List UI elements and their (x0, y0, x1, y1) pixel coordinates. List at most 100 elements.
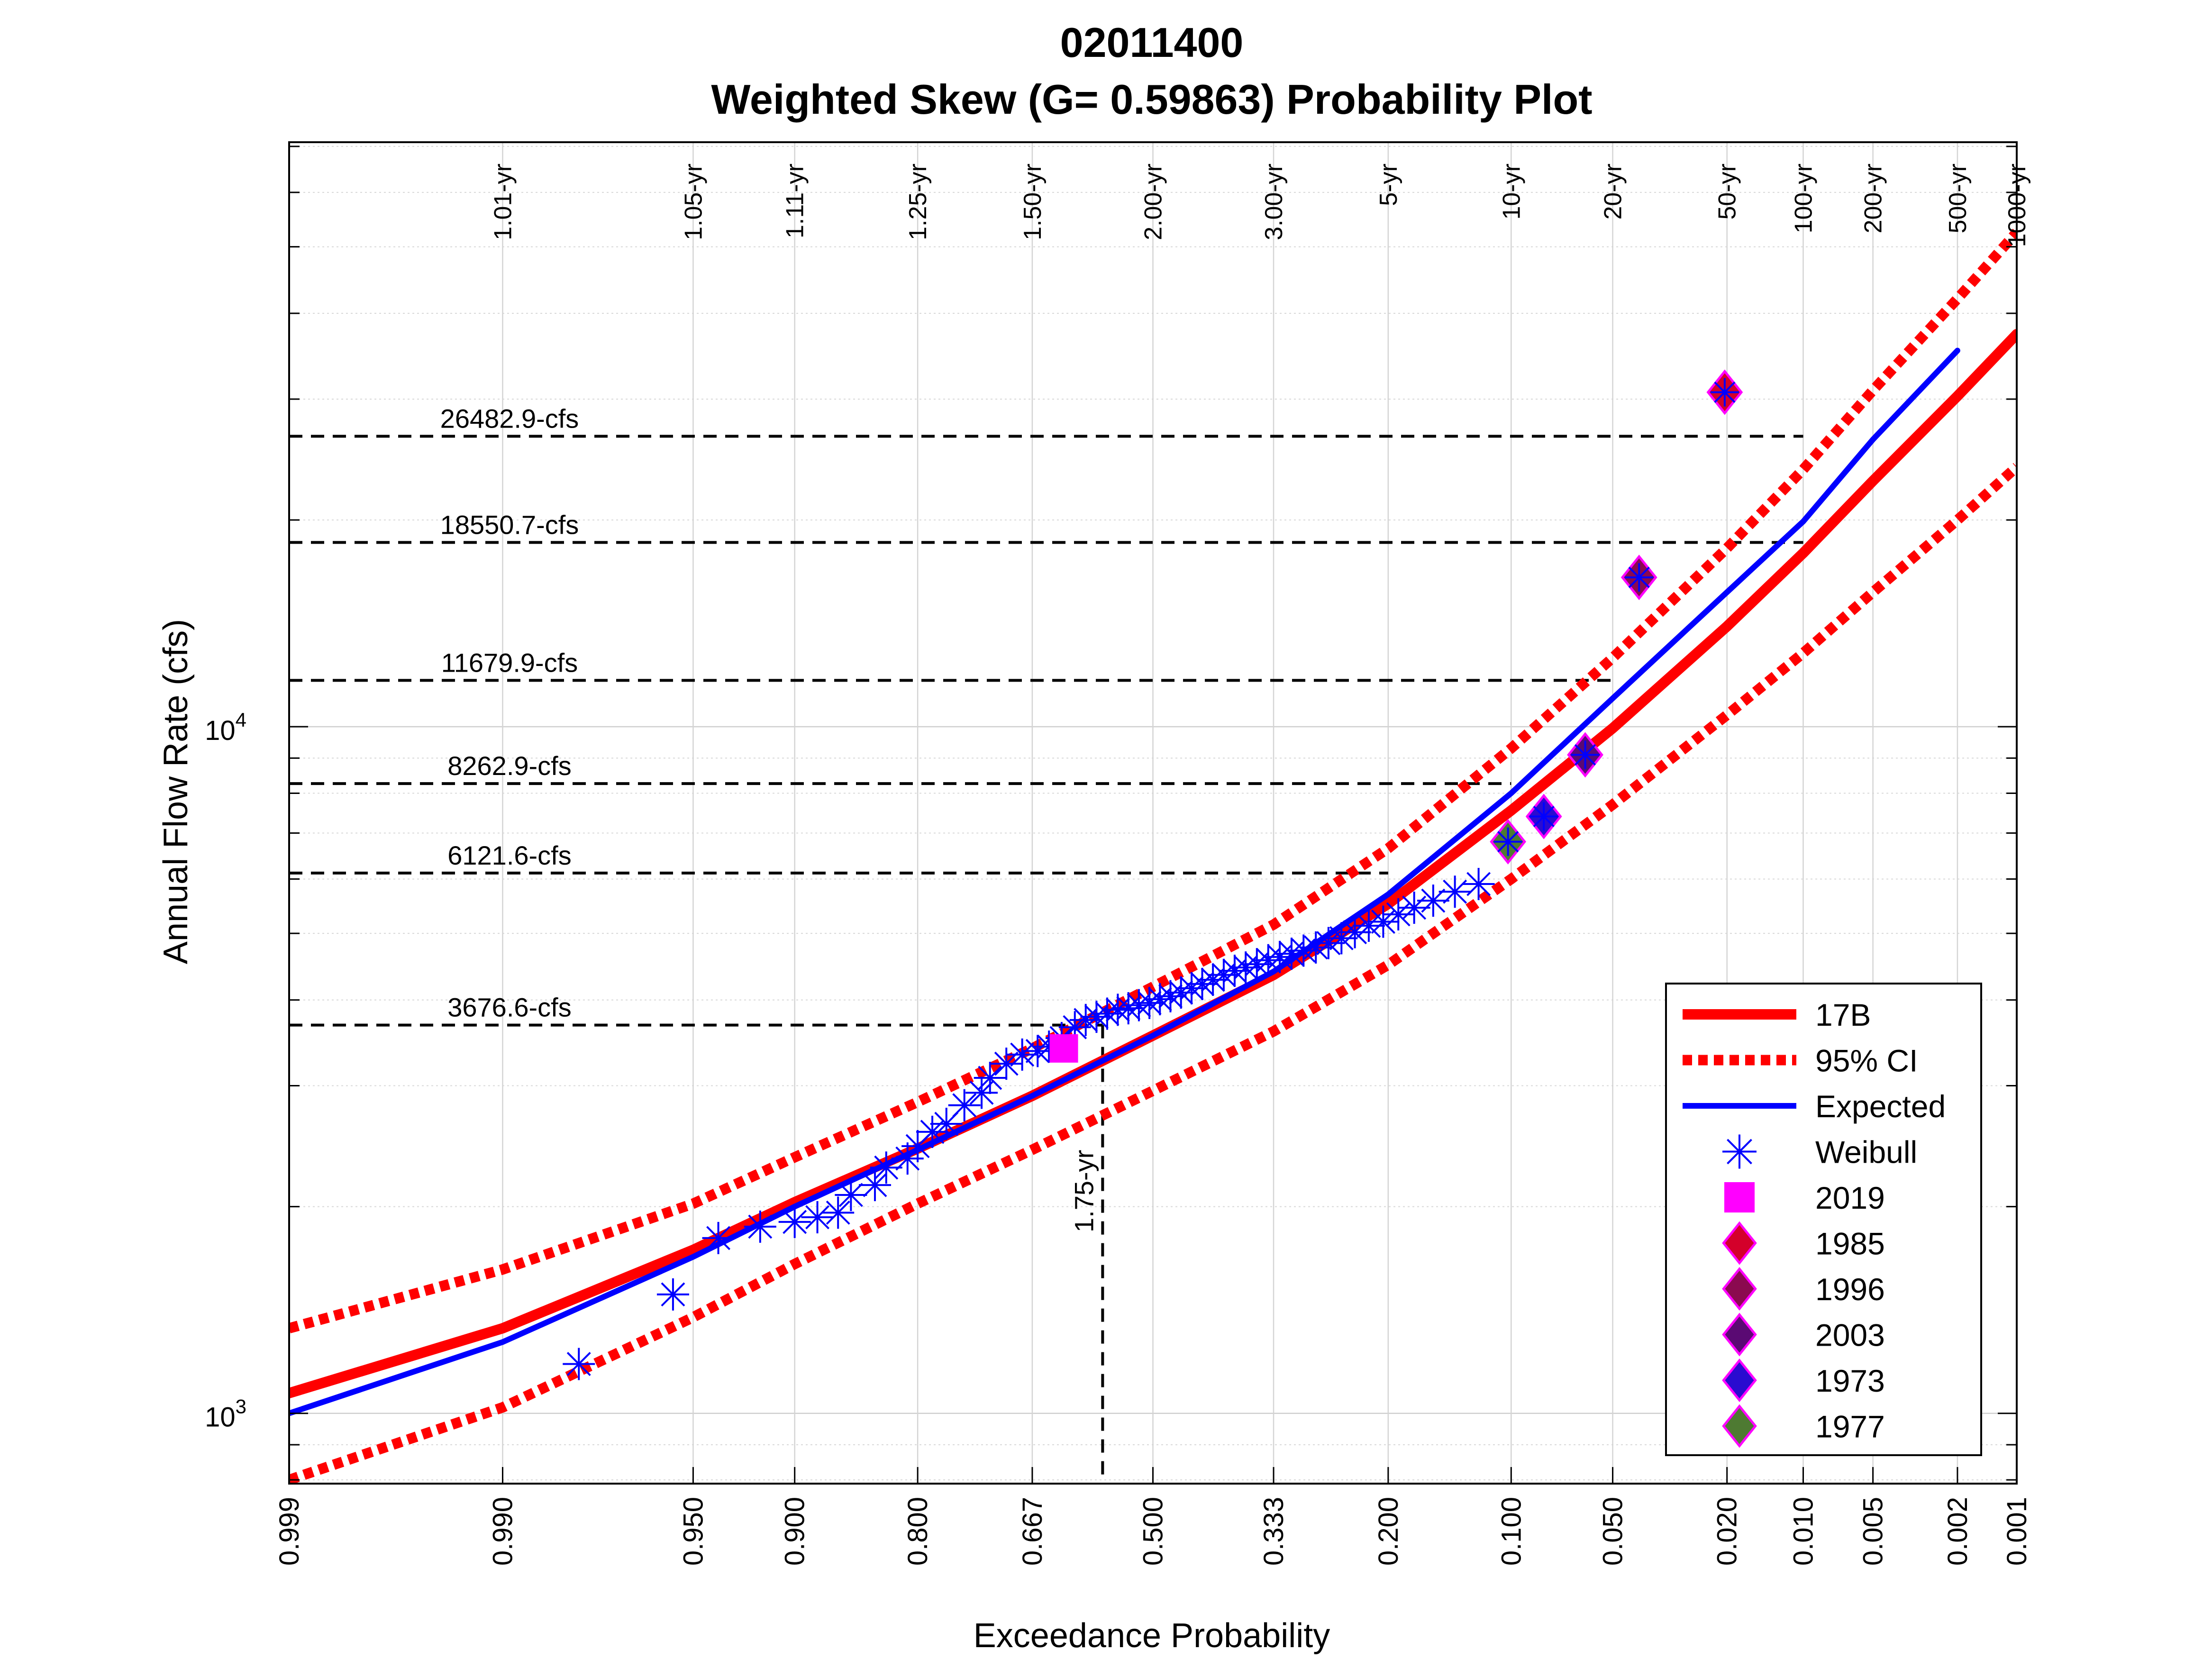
asterisk-stroke (1628, 566, 1650, 588)
return-period-label: 20-yr (1600, 164, 1627, 219)
legend-swatch-1985 (1722, 1221, 1757, 1265)
point-1977-weibull (1493, 827, 1522, 856)
asterisk-stroke (1116, 996, 1141, 1021)
x-tick-label: 0.999 (274, 1497, 305, 1566)
weibull-point (990, 1048, 1023, 1080)
legend-label-17b: 17B (1815, 997, 1871, 1032)
grid (288, 142, 2018, 1484)
asterisk-stroke (978, 1066, 1002, 1090)
asterisk-stroke (895, 1146, 920, 1171)
weibull-point (859, 1169, 892, 1202)
return-period-label: 10-yr (1498, 164, 1525, 219)
asterisk-stroke (826, 1200, 850, 1225)
weibull-point (1382, 898, 1415, 930)
markers (563, 369, 1743, 1380)
asterisk-stroke (1533, 805, 1555, 828)
return-period-label: 5-yr (1375, 164, 1402, 206)
x-tick-label: 0.200 (1373, 1497, 1404, 1566)
asterisk-stroke (1356, 913, 1381, 938)
x-tick-label: 0.667 (1017, 1497, 1048, 1566)
ref-label: 11679.9-cfs (441, 647, 578, 677)
ref-label: 26482.9-cfs (440, 403, 579, 433)
weibull-point (1300, 931, 1332, 964)
weibull-point (1438, 875, 1471, 908)
series-line-95-ci (289, 228, 2017, 1333)
legend-swatch-1973 (1722, 1358, 1757, 1403)
x-tick-label: 0.005 (1858, 1497, 1889, 1566)
x-tick-label: 0.333 (1258, 1497, 1289, 1566)
legend-swatch-1977 (1722, 1404, 1757, 1448)
asterisk-stroke (1466, 872, 1491, 896)
asterisk-stroke (1105, 997, 1130, 1022)
ref-label: 18550.7-cfs (440, 510, 579, 539)
point-2019 (1049, 1034, 1078, 1063)
asterisk-stroke (994, 1051, 1019, 1076)
return-period-label: 1.01-yr (490, 164, 517, 240)
asterisk-stroke (1316, 931, 1341, 956)
axes: 0.999 0.990 0.950 0.900 0.800 0.667 0.500 0.333… (205, 141, 2032, 1566)
x-tick-label: 0.950 (678, 1497, 709, 1566)
return-period-label: 500-yr (1944, 164, 1972, 233)
legend-swatch-2019 (1724, 1182, 1755, 1212)
legend-label-1977: 1977 (1815, 1409, 1885, 1444)
x-tick-label: 0.800 (902, 1497, 933, 1566)
weibull-point (1417, 884, 1449, 917)
y-tick-label: 103 (205, 1395, 246, 1433)
asterisk-stroke (1714, 381, 1736, 403)
reference-lines: 26482.9-cfs 18550.7-cfs 11679.9-cfs 8262.9-… (289, 403, 1803, 1484)
return-period-label: 100-yr (1790, 164, 1817, 233)
weibull-point (1338, 916, 1371, 948)
asterisk-stroke (748, 1214, 773, 1239)
weibull-point (1312, 927, 1345, 959)
legend-swatch-1996 (1722, 1267, 1757, 1311)
point-2003-weibull (1571, 740, 1600, 769)
weibull-point (702, 1221, 735, 1254)
return-period-label: 50-yr (1714, 164, 1741, 219)
asterisk-stroke (1386, 902, 1411, 927)
weibull-point (801, 1201, 834, 1234)
weibull-point (822, 1196, 855, 1229)
chart-subtitle: Weighted Skew (G= 0.59863) Probability P… (711, 76, 1592, 123)
asterisk-stroke (1329, 926, 1354, 950)
asterisk-stroke (1727, 1139, 1752, 1165)
x-tick-label: 0.100 (1496, 1497, 1527, 1566)
asterisk-stroke (1127, 993, 1151, 1018)
weibull-point (948, 1089, 981, 1121)
asterisk-stroke (1343, 920, 1367, 945)
axes-box (288, 141, 2018, 1485)
ref-label: 6121.6-cfs (447, 840, 572, 870)
x-tick-label: 0.020 (1712, 1497, 1743, 1566)
x-tick-label: 0.050 (1598, 1497, 1629, 1566)
return-period-label: 1.25-yr (904, 164, 932, 240)
return-period-label: 200-yr (1860, 164, 1887, 233)
legend-label-weibull: Weibull (1815, 1135, 1917, 1170)
event-marker-label: 1.75-yr (1069, 1150, 1099, 1232)
return-period-label: 1.11-yr (782, 164, 809, 238)
asterisk-stroke (1421, 888, 1446, 913)
ref-label: 8262.9-cfs (447, 751, 572, 781)
asterisk-stroke (874, 1155, 899, 1180)
legend: 17B 95% CI Expected Weibull 2019 1985 1996 2003… (1665, 983, 1982, 1456)
point-1996-weibull (1625, 563, 1654, 592)
weibull-point (778, 1205, 811, 1238)
legend-swatch-2003 (1722, 1313, 1757, 1357)
return-period-label: 2.00-yr (1140, 164, 1167, 240)
weibull-point (563, 1348, 595, 1380)
asterisk-stroke (1303, 935, 1328, 960)
weibull-point (835, 1178, 867, 1211)
weibull-point (1462, 868, 1495, 901)
legend-label-1996: 1996 (1815, 1272, 1885, 1307)
legend-label-expected: Expected (1815, 1089, 1946, 1124)
series-line-expected (289, 347, 1960, 1416)
asterisk-stroke (661, 1282, 685, 1307)
point-1985-weibull (1710, 378, 1739, 407)
asterisk-stroke (566, 1352, 591, 1376)
asterisk-stroke (1497, 831, 1519, 853)
return-period-label: 3.00-yr (1260, 164, 1288, 240)
weibull-point (656, 1278, 689, 1311)
x-tick-label: 0.010 (1788, 1497, 1819, 1566)
weibull-point (744, 1210, 776, 1243)
x-tick-label: 0.002 (1942, 1497, 1973, 1566)
weibull-point (974, 1061, 1006, 1094)
ref-label: 3676.6-cfs (447, 993, 572, 1022)
